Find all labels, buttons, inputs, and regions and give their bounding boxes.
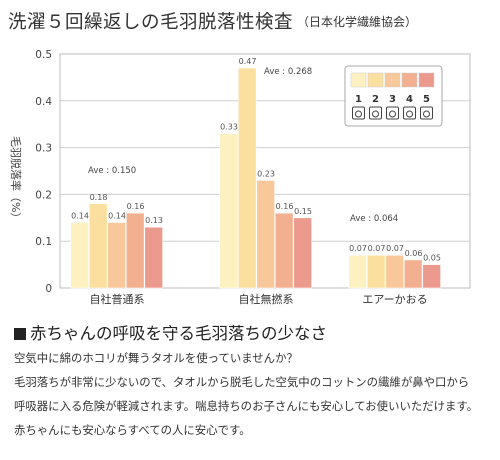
legend-swatch — [384, 72, 401, 88]
legend-swatch — [401, 72, 418, 88]
y-tick-label: 0.5 — [35, 49, 52, 61]
x-category-label: 自社無撚系 — [239, 292, 294, 306]
bar — [88, 203, 108, 289]
bar — [422, 264, 441, 289]
bar-value-label: 0.47 — [239, 57, 257, 66]
bar-value-label: 0.16 — [127, 202, 145, 211]
y-tick-label: 0.3 — [35, 143, 52, 155]
y-tick-label: 0.4 — [35, 96, 52, 108]
chart-subtitle: （日本化学繊維協会） — [297, 14, 418, 29]
bar-value-label: 0.33 — [220, 123, 238, 132]
bar-value-label: 0.05 — [423, 254, 441, 263]
bar — [144, 226, 163, 289]
washer-icon — [386, 106, 399, 120]
bar-value-label: 0.07 — [386, 244, 404, 253]
section-heading: 赤ちゃんの呼吸を守る毛羽落ちの少なさ — [14, 320, 327, 344]
x-category-label: エアーかおる — [362, 293, 427, 306]
legend-swatch — [350, 72, 367, 88]
description-line: 空気中に綿のホコリが舞うタオルを使っていませんか？ — [14, 351, 298, 365]
bar-value-label: 0.06 — [405, 249, 423, 258]
bar — [366, 254, 386, 289]
average-annotation: Ave : 0.064 — [350, 214, 398, 224]
bar — [219, 133, 238, 289]
washer-drum-icon — [355, 110, 362, 118]
bar — [107, 222, 126, 289]
bar-value-label: 0.07 — [349, 244, 367, 253]
y-tick-label: 0.1 — [35, 236, 52, 248]
washer-icon — [369, 106, 382, 120]
bar-value-label: 0.16 — [276, 202, 294, 211]
bar — [237, 67, 257, 289]
bar-value-label: 0.18 — [90, 193, 108, 202]
legend-swatch — [418, 72, 435, 88]
legend-label: 2 — [372, 94, 379, 105]
section-title: 赤ちゃんの呼吸を守る毛羽落ちの少なさ — [30, 324, 327, 343]
bar — [403, 259, 423, 289]
washer-drum-icon — [406, 110, 413, 118]
bar-value-label: 0.15 — [294, 207, 312, 216]
bar-value-label: 0.07 — [368, 244, 386, 253]
washer-drum-icon — [372, 110, 379, 118]
bar-value-label: 0.23 — [257, 169, 275, 178]
average-annotation: Ave : 0.150 — [88, 166, 136, 176]
average-annotation: Ave : 0.268 — [264, 67, 312, 77]
legend-label: 4 — [406, 94, 413, 105]
washer-icon — [420, 106, 433, 120]
legend-label: 5 — [423, 94, 430, 105]
chart-title: 洗濯５回繰返しの毛羽脱落性検査 — [8, 12, 294, 33]
bar — [70, 222, 89, 289]
bar — [348, 254, 367, 289]
x-category-label: 自社普通系 — [90, 292, 145, 306]
bar — [125, 212, 145, 289]
bar — [385, 254, 404, 289]
washer-icon — [352, 106, 365, 120]
bar-value-label: 0.13 — [145, 216, 163, 225]
description-line: 毛羽落ちが非常に少ないので、タオルから脱毛した空気中のコットンの繊維が鼻や口から — [14, 375, 470, 389]
description-line: 呼吸器に入る危険が軽減されます。喘息持ちのお子さんにも安心してお使いいただけます… — [14, 399, 479, 413]
washer-icon — [403, 106, 416, 120]
heading-bullet — [14, 328, 26, 340]
bar-value-label: 0.14 — [108, 211, 126, 220]
bar-value-label: 0.14 — [71, 211, 89, 220]
title-row: 洗濯５回繰返しの毛羽脱落性検査 （日本化学繊維協会） — [8, 8, 492, 36]
washer-drum-icon — [389, 110, 396, 118]
y-axis-label: 毛羽脱落率（%） — [9, 136, 23, 223]
legend-label: 1 — [355, 94, 362, 105]
bar — [293, 217, 312, 289]
bar — [274, 212, 294, 289]
y-tick-label: 0.2 — [35, 189, 52, 201]
y-tick-label: 0 — [45, 283, 52, 295]
legend-swatch — [367, 72, 384, 88]
description-line: 赤ちゃんにも安心ならすべての人に安心です。 — [14, 423, 251, 437]
washer-drum-icon — [423, 110, 430, 118]
legend-label: 3 — [389, 94, 396, 105]
bar — [256, 180, 275, 289]
